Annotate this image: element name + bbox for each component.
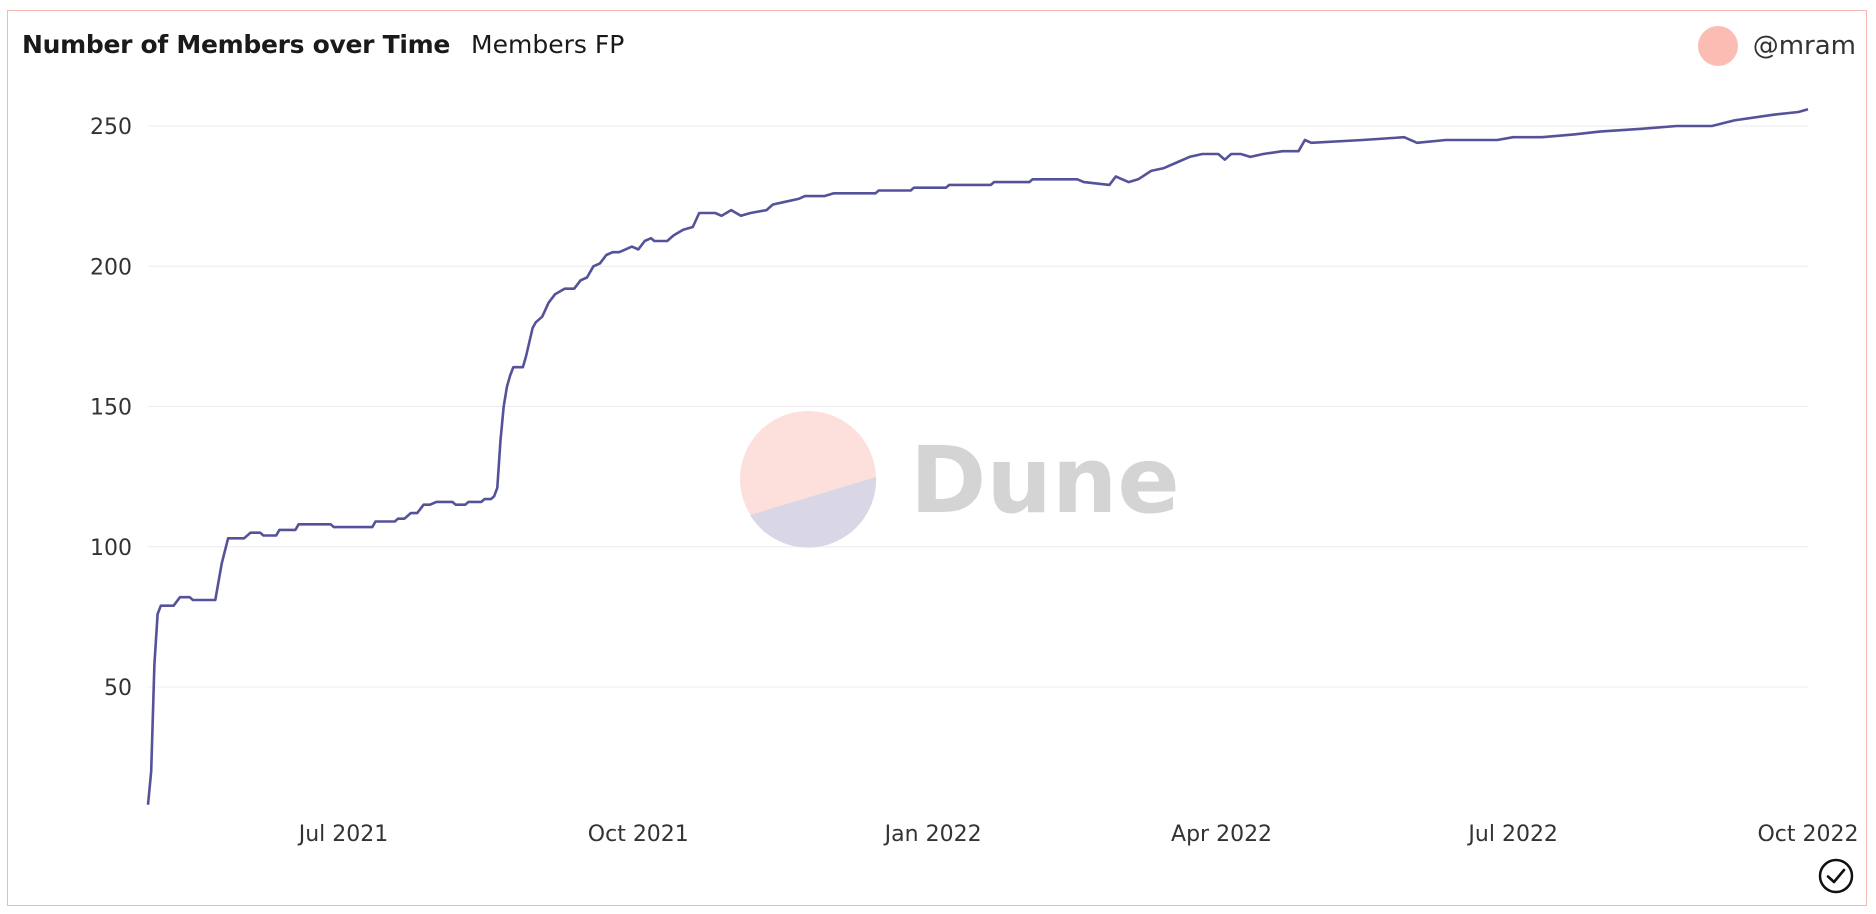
x-tick-label: Jan 2022 <box>883 822 982 847</box>
y-axis-ticks: 50 100 150 200 250 <box>90 115 132 701</box>
x-tick-label: Oct 2021 <box>588 822 689 847</box>
author-link[interactable]: @mram <box>1697 26 1856 66</box>
y-tick-label: 50 <box>104 676 132 701</box>
author-avatar <box>1697 26 1738 66</box>
dune-watermark: Dune <box>740 411 1180 548</box>
chart-title: Number of Members over Time <box>22 30 451 59</box>
x-axis-ticks: Jul 2021 Oct 2021 Jan 2022 Apr 2022 Jul 2022… <box>297 822 1859 847</box>
author-name: @mram <box>1752 31 1856 61</box>
watermark-text: Dune <box>910 427 1180 534</box>
chart-subtitle: Members FP <box>471 30 625 59</box>
grid-lines <box>148 125 1808 688</box>
y-tick-label: 150 <box>90 396 132 421</box>
check-circle-icon[interactable] <box>1818 858 1854 894</box>
series-lines <box>146 107 1809 805</box>
x-tick-label: Apr 2022 <box>1171 822 1272 847</box>
x-tick-label: Jul 2022 <box>1466 822 1558 847</box>
x-tick-label: Jul 2021 <box>297 822 389 847</box>
chart-card <box>7 10 1867 906</box>
y-tick-label: 200 <box>90 255 132 280</box>
y-tick-label: 100 <box>90 536 132 561</box>
y-tick-label: 250 <box>90 115 132 140</box>
series-line[interactable] <box>146 107 1809 805</box>
dune-logo-icon <box>740 411 877 548</box>
x-tick-label: Oct 2022 <box>1757 822 1858 847</box>
chart-header: Number of Members over Time Members FP <box>22 30 624 59</box>
